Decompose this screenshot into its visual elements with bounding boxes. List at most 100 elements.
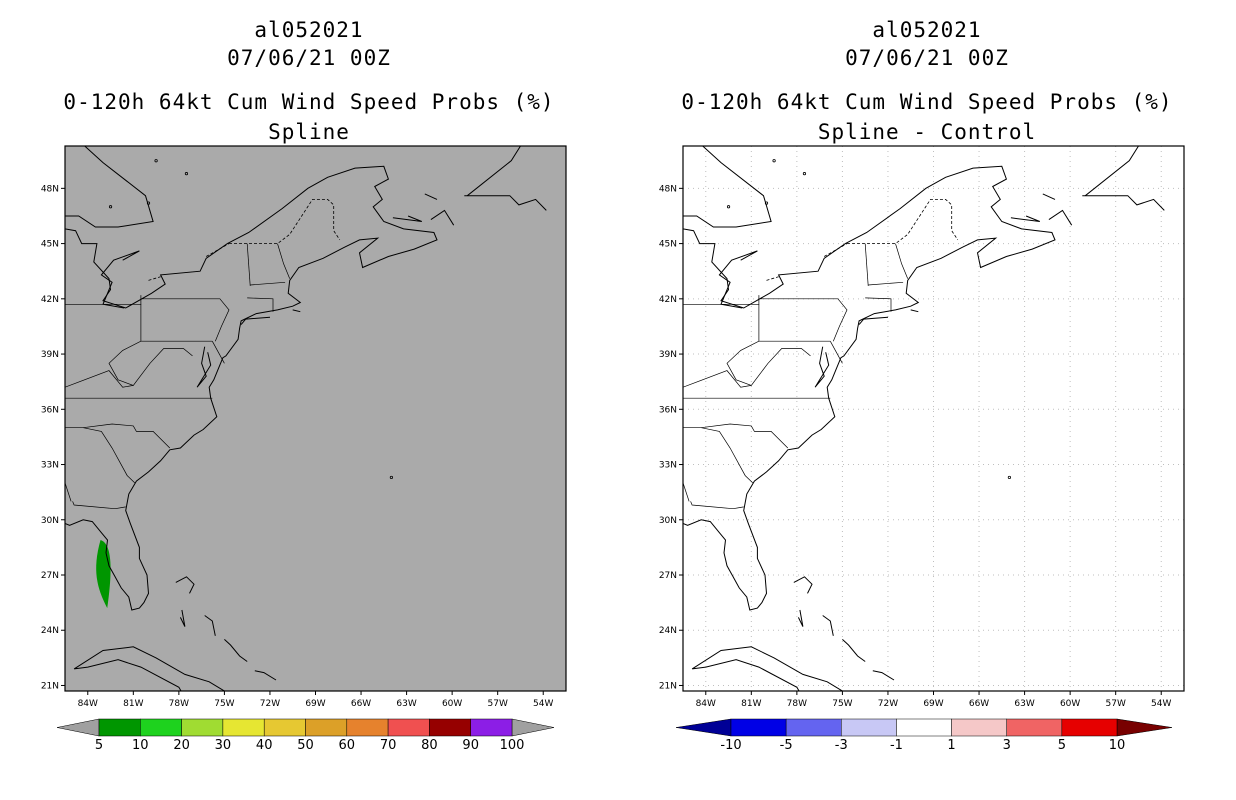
coastline-bahamas: [842, 639, 866, 662]
product-title: 0-120h 64kt Cum Wind Speed Probs (%): [681, 90, 1173, 114]
storm-id: al052021: [872, 18, 982, 42]
island: [1007, 475, 1012, 480]
lon-tick-label: 69W: [923, 699, 943, 709]
coastline-bahamas: [793, 576, 813, 594]
colorbar-swatch: [305, 718, 348, 737]
lon-tick-label: 81W: [123, 699, 143, 709]
colorbar-label: 50: [297, 738, 314, 753]
state-border: [868, 281, 904, 286]
colorbar-label: 90: [462, 738, 479, 753]
lat-tick-label: 36N: [41, 405, 59, 415]
colorbar-label: 70: [380, 738, 397, 753]
colorbar-left-cap: [675, 718, 732, 737]
state-border: [140, 298, 230, 342]
island: [802, 172, 807, 176]
colorbar-label: 30: [215, 738, 232, 753]
lat-tick-label: 33N: [41, 461, 59, 471]
panel-subtitle: Spline - Control: [817, 120, 1037, 144]
state-border: [895, 243, 909, 279]
colorbar-label: 60: [339, 738, 356, 753]
state-border: [65, 427, 136, 484]
coastline: [292, 309, 301, 313]
coastline-bahamas: [822, 615, 834, 636]
international-border: [824, 243, 848, 257]
lon-tick-label: 63W: [396, 699, 416, 709]
state-border: [829, 341, 843, 364]
colorbar-left-cap: [56, 718, 100, 737]
coastline: [1082, 195, 1165, 211]
lon-tick-label: 78W: [169, 699, 189, 709]
forecast-datetime: 07/06/21 00Z: [227, 46, 391, 70]
state-border: [701, 423, 789, 449]
island: [772, 159, 776, 163]
colorbar-label: 80: [421, 738, 438, 753]
colorbar-label: -10: [720, 738, 741, 753]
lat-tick-label: 42N: [659, 295, 677, 305]
state-border: [864, 243, 869, 286]
colorbar-swatch: [387, 718, 430, 737]
lon-tick-label: 69W: [305, 699, 325, 709]
lon-tick-label: 75W: [214, 699, 234, 709]
lon-tick-label: 54W: [533, 699, 553, 709]
map-plot: 84W 81W 78W 75W 72W 69W 66W 63W 60W 57W 54W 21N 24N 2…: [41, 145, 567, 753]
state-border: [277, 243, 291, 279]
colorbar-swatch: [263, 718, 306, 737]
colorbar-swatch: [1006, 718, 1063, 737]
coastline-bahamas: [179, 609, 186, 627]
coastline: [240, 316, 271, 325]
coastline: [1010, 215, 1040, 222]
colorbar-swatch: [730, 718, 787, 737]
coastline-cuba: [73, 646, 226, 691]
lat-tick-label: 24N: [41, 626, 59, 636]
colorbar-label: 10: [132, 738, 149, 753]
coastline: [424, 193, 438, 200]
coastline-cuba: [691, 646, 844, 691]
lon-tick-label: 60W: [1060, 699, 1080, 709]
colorbar-swatch: [470, 718, 513, 737]
colorbar-label: 10: [1109, 738, 1126, 753]
panel-subtitle: Spline: [268, 120, 350, 144]
island: [146, 201, 151, 205]
storm-id: al052021: [254, 18, 364, 42]
map-features: [65, 146, 547, 691]
coastline-bahamas: [872, 670, 895, 681]
state-border: [72, 501, 126, 510]
state-border: [690, 501, 744, 510]
colorbar-label: -5: [780, 738, 793, 753]
colorbar-right-cap: [1116, 718, 1173, 737]
coastline-bahamas: [254, 670, 277, 681]
colorbar-label: 40: [256, 738, 273, 753]
coastline: [466, 146, 521, 197]
lat-tick-label: 39N: [659, 350, 677, 360]
state-border: [726, 304, 811, 386]
lon-tick-label: 84W: [78, 699, 98, 709]
colorbar-swatch: [98, 718, 141, 737]
colorbar-swatch: [896, 718, 952, 737]
colorbar-swatch: [841, 718, 897, 737]
lat-tick-label: 21N: [659, 681, 677, 691]
international-border: [206, 243, 230, 257]
colorbar-label: 100: [500, 738, 525, 753]
coastline: [910, 309, 919, 313]
lon-tick-label: 81W: [741, 699, 761, 709]
lat-tick-label: 33N: [659, 461, 677, 471]
map-features: [683, 146, 1184, 691]
coastline: [683, 146, 772, 228]
colorbar-swatch: [429, 718, 471, 737]
coastline-bahamas: [175, 576, 195, 594]
state-border: [865, 297, 892, 312]
coastline: [196, 346, 212, 388]
island: [764, 201, 769, 205]
state-border: [758, 298, 848, 342]
coastline-bahamas: [224, 639, 248, 662]
right-panel-difference: al052021 07/06/21 00Z 0-120h 64kt Cum Wi…: [618, 0, 1236, 800]
lon-tick-label: 66W: [351, 699, 371, 709]
state-border: [683, 482, 690, 502]
state-border: [65, 370, 134, 388]
colorbar-swatch: [951, 718, 1007, 737]
lat-tick-label: 45N: [659, 240, 677, 250]
colorbar-label: 3: [1003, 738, 1011, 753]
coastline-bahamas: [797, 609, 804, 627]
island: [389, 475, 394, 480]
international-border: [847, 199, 959, 244]
